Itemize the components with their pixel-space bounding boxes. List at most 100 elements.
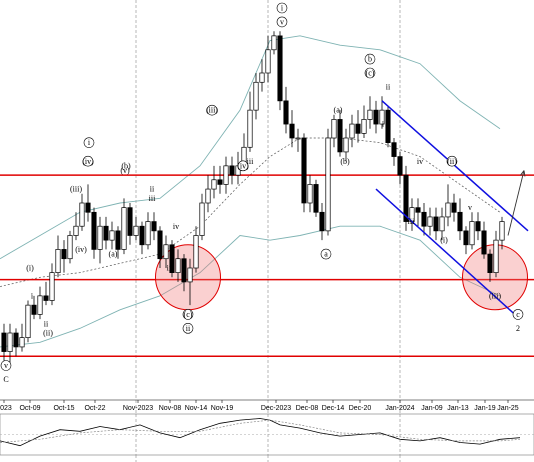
wave-label-18: ii	[186, 324, 191, 333]
candlesticks	[1, 31, 505, 366]
candle-body-23	[139, 225, 145, 246]
candle-body-59	[355, 123, 361, 134]
candle-body-78	[469, 221, 475, 246]
wave-label-22: v	[280, 18, 284, 27]
candle-body-61	[367, 109, 373, 120]
candle-body-35	[211, 179, 217, 190]
wave-label-14: iii	[149, 194, 156, 203]
candle-body-47	[283, 100, 289, 125]
arrow-shaft	[507, 170, 525, 236]
candle-body-53	[319, 211, 325, 232]
wave-label-3: ii	[44, 319, 49, 328]
wave-label-24: a	[324, 250, 328, 259]
candle-body-50	[301, 137, 307, 204]
candle-body-49	[295, 137, 301, 140]
candle-body-28	[169, 244, 175, 273]
candle-body-65	[391, 142, 397, 157]
wave-label-34: (i)	[440, 236, 448, 245]
candle-body-14	[85, 202, 91, 213]
wave-label-29: i	[382, 120, 385, 129]
candle-body-79	[475, 221, 481, 232]
candle-body-44	[265, 49, 271, 74]
candle-body-25	[151, 221, 157, 232]
wave-label-12: (b)	[121, 161, 131, 170]
wave-label-20: (iv)	[237, 161, 249, 170]
wave-label-10: (v)	[120, 166, 130, 175]
wave-label-ring-9	[83, 137, 95, 148]
candle-body-56	[337, 119, 343, 153]
x-tick-label-2: Oct-15	[53, 405, 74, 412]
candle-body-41	[247, 109, 253, 148]
candle-body-4	[25, 304, 31, 338]
wave-label-0: v	[4, 361, 8, 370]
candle-body-1	[7, 332, 13, 352]
candle-body-48	[289, 123, 295, 139]
wave-label-13: ii	[150, 185, 155, 194]
wave-label-ring-23	[276, 2, 288, 14]
x-tick-label-6: Nov-14	[185, 405, 208, 412]
candle-body-71	[427, 216, 433, 227]
candle-body-57	[343, 137, 349, 153]
candle-body-76	[457, 211, 463, 232]
candle-body-33	[199, 202, 205, 236]
bollinger-lower	[0, 225, 501, 348]
x-tick-label-12: Jan-2024	[385, 405, 414, 412]
candle-body-75	[451, 202, 457, 213]
channel-upper	[381, 100, 529, 232]
oscillator-panel	[0, 413, 534, 456]
candle-body-26	[157, 230, 163, 260]
candle-body-24	[145, 221, 151, 246]
wave-label-4: (i)	[26, 264, 34, 273]
candle-body-10	[61, 249, 67, 260]
candle-body-42	[253, 81, 259, 111]
wave-label-ring-8	[82, 155, 94, 167]
candle-body-69	[415, 207, 421, 213]
wave-label-5: (ii)	[43, 329, 53, 338]
candle-body-30	[181, 258, 187, 283]
projection-arrow	[507, 170, 526, 236]
candle-body-29	[175, 258, 181, 273]
candle-body-51	[307, 184, 313, 204]
candle-body-12	[73, 225, 79, 236]
wave-label-ring-37	[512, 309, 524, 320]
wave-label-9: i	[88, 138, 91, 147]
candle-body-11	[67, 235, 73, 260]
wave-label-ring-18	[182, 323, 194, 334]
candle-body-83	[499, 221, 505, 241]
x-tick-label-13: Jan-09	[421, 405, 443, 412]
wave-label-ring-20	[237, 160, 249, 172]
wave-label-33: (ii)	[447, 157, 457, 166]
wave-label-32: iv	[417, 157, 423, 166]
wave-label-6: (iii)	[70, 185, 82, 194]
candle-body-8	[49, 272, 55, 301]
wave-label-ring-33	[446, 155, 458, 167]
candle-body-3	[19, 337, 25, 348]
candle-body-2	[13, 332, 19, 348]
candle-body-16	[97, 225, 103, 250]
candle-body-31	[187, 267, 193, 283]
wave-label-30: ii	[386, 83, 391, 92]
candle-body-66	[397, 156, 403, 176]
candle-body-80	[481, 230, 487, 255]
candle-body-62	[373, 109, 379, 125]
candle-body-5	[31, 304, 37, 315]
wave-label-ring-27	[364, 67, 376, 79]
candle-body-67	[403, 174, 409, 222]
wave-label-15: iv	[173, 222, 179, 231]
wave-label-23: i	[281, 4, 284, 13]
x-tick-label-3: Oct-22	[84, 405, 105, 412]
candle-body-64	[385, 109, 391, 143]
x-tick-label-10: Dec-14	[322, 405, 345, 412]
candle-body-58	[349, 123, 355, 139]
x-tick-label-0: 2023	[0, 405, 12, 412]
candle-body-21	[127, 207, 133, 236]
candle-body-36	[217, 179, 223, 185]
candle-body-17	[103, 225, 109, 241]
x-tick-label-16: Jan-25	[497, 405, 519, 412]
x-tick-label-7: Nov-19	[211, 405, 234, 412]
x-tick-label-15: Jan-19	[474, 405, 496, 412]
candle-body-34	[205, 188, 211, 204]
x-tick-label-11: Dec-20	[349, 405, 372, 412]
